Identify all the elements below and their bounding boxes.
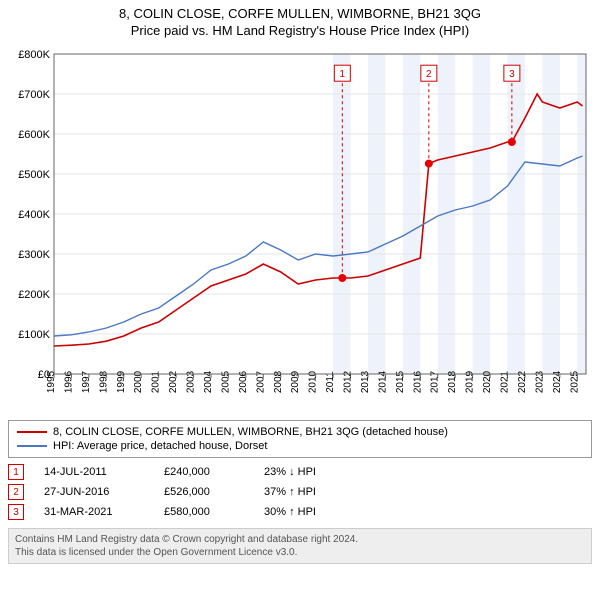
chart-titles: 8, COLIN CLOSE, CORFE MULLEN, WIMBORNE, … xyxy=(6,6,594,38)
sale-marker-dot xyxy=(338,274,346,282)
legend-label: 8, COLIN CLOSE, CORFE MULLEN, WIMBORNE, … xyxy=(53,426,448,438)
sale-marker-number: 2 xyxy=(426,69,432,80)
price-chart: £0£100K£200K£300K£400K£500K£600K£700K£80… xyxy=(6,44,594,414)
sale-date: 31-MAR-2021 xyxy=(44,506,144,518)
sale-date: 27-JUN-2016 xyxy=(44,486,144,498)
sale-marker-dot xyxy=(508,138,516,146)
y-tick-label: £700K xyxy=(18,89,50,101)
sale-row: 1 14-JUL-2011 £240,000 23% ↓ HPI xyxy=(8,462,592,482)
legend-swatch xyxy=(17,431,47,433)
y-tick-label: £100K xyxy=(18,329,50,341)
footer-attribution: Contains HM Land Registry data © Crown c… xyxy=(8,528,592,564)
sale-row: 3 31-MAR-2021 £580,000 30% ↑ HPI xyxy=(8,502,592,522)
footer-line2: This data is licensed under the Open Gov… xyxy=(15,546,585,559)
sale-row: 2 27-JUN-2016 £526,000 37% ↑ HPI xyxy=(8,482,592,502)
y-tick-label: £200K xyxy=(18,289,50,301)
title-subtitle: Price paid vs. HM Land Registry's House … xyxy=(6,23,594,38)
sale-date: 14-JUL-2011 xyxy=(44,466,144,478)
title-address: 8, COLIN CLOSE, CORFE MULLEN, WIMBORNE, … xyxy=(6,6,594,21)
sales-table: 1 14-JUL-2011 £240,000 23% ↓ HPI 2 27-JUN-201… xyxy=(8,462,592,522)
chart-area: £0£100K£200K£300K£400K£500K£600K£700K£80… xyxy=(6,44,594,414)
y-tick-label: £300K xyxy=(18,249,50,261)
sale-marker-dot xyxy=(425,160,433,168)
y-tick-label: £600K xyxy=(18,129,50,141)
legend-item: 8, COLIN CLOSE, CORFE MULLEN, WIMBORNE, … xyxy=(17,425,583,439)
sale-price: £580,000 xyxy=(164,506,244,518)
legend-item: HPI: Average price, detached house, Dors… xyxy=(17,439,583,453)
sale-price: £526,000 xyxy=(164,486,244,498)
legend-label: HPI: Average price, detached house, Dors… xyxy=(53,440,267,452)
y-tick-label: £800K xyxy=(18,49,50,61)
legend-swatch xyxy=(17,445,47,447)
sale-marker-number: 3 xyxy=(509,69,515,80)
sale-badge: 1 xyxy=(8,464,24,480)
legend: 8, COLIN CLOSE, CORFE MULLEN, WIMBORNE, … xyxy=(8,420,592,458)
y-tick-label: £400K xyxy=(18,209,50,221)
sale-diff: 30% ↑ HPI xyxy=(264,506,354,518)
sale-badge: 2 xyxy=(8,484,24,500)
y-tick-label: £500K xyxy=(18,169,50,181)
sale-diff: 37% ↑ HPI xyxy=(264,486,354,498)
sale-diff: 23% ↓ HPI xyxy=(264,466,354,478)
footer-line1: Contains HM Land Registry data © Crown c… xyxy=(15,533,585,546)
sale-badge: 3 xyxy=(8,504,24,520)
sale-marker-number: 1 xyxy=(340,69,346,80)
sale-price: £240,000 xyxy=(164,466,244,478)
